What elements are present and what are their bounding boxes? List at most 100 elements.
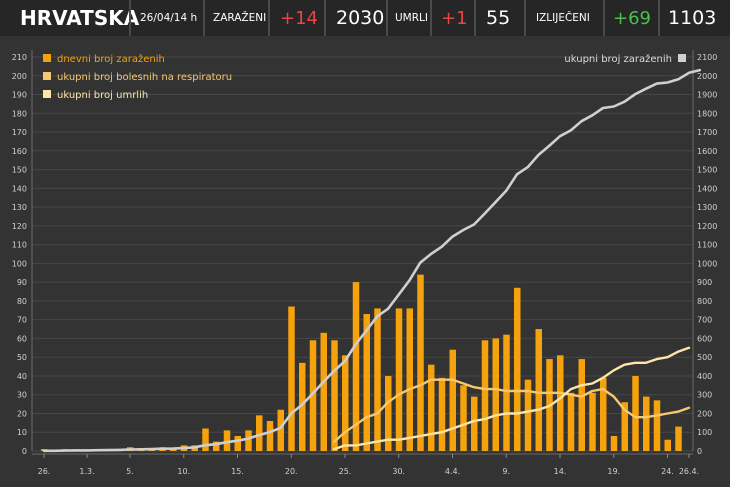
legend-respirator: ukupni broj bolesnih na respiratoru [57,72,232,83]
daily-case-bar [299,362,306,451]
daily-case-bar [277,409,284,451]
x-tick-label: 25. [339,467,352,476]
left-tick-label: 150 [12,166,27,175]
x-tick-label: 26.4. [679,467,699,476]
daily-case-bar [610,435,618,451]
legend-daily-cases: dnevni broj zaraženih [57,53,165,65]
x-tick-label: 9. [502,467,510,476]
left-tick-label: 160 [12,147,27,156]
left-tick-label: 70 [17,316,27,325]
legend-cumulative: ukupni broj zaraženih [564,53,672,65]
daily-case-bar [503,334,510,451]
deaths-total: 55 [486,7,511,29]
daily-case-bar [471,396,478,451]
left-tick-label: 30 [17,391,27,400]
right-tick-label: 800 [697,297,712,306]
daily-case-bar [256,415,263,451]
x-tick-label: 1.3. [79,467,94,476]
header-divider [524,0,526,36]
right-tick-label: 100 [697,428,712,437]
daily-case-bar [621,402,628,451]
daily-case-bar [266,420,274,451]
left-tick-label: 130 [12,203,27,212]
daily-case-bar [643,396,650,451]
confirmed-total: 2030 [336,7,385,29]
left-tick-label: 60 [17,334,27,343]
daily-case-bar [664,439,671,451]
header-divider [129,0,131,36]
daily-case-bar [395,308,403,451]
left-tick-label: 180 [12,109,27,118]
daily-case-bar [653,400,661,451]
right-tick-label: 0 [697,447,702,456]
legend-deaths: ukupni broj umrlih [57,90,148,101]
legend-swatch-respirator [43,72,51,80]
right-tick-label: 1900 [697,91,717,100]
stats-header: HRVATSKA 26/04/14 h ZARAŽENI +14 2030 UM… [0,0,730,36]
right-tick-label: 500 [697,353,712,362]
legend-swatch-cumulative [678,54,686,62]
chart-lines [42,68,702,453]
recovered-delta: +69 [613,7,651,29]
left-tick-label: 190 [12,91,27,100]
right-tick-label: 2000 [697,72,717,81]
daily-case-bar [309,340,317,451]
left-tick-label: 210 [12,53,27,62]
x-tick-label: 10. [177,467,190,476]
right-tick-label: 1800 [697,109,717,118]
x-tick-label: 24. [661,467,674,476]
daily-case-bar [417,274,424,451]
chart-axes: 0 0 10 100 20 200 30 300 40 400 50 500 60 600 70 700 80 8… [12,50,717,476]
confirmed-delta: +14 [280,7,318,29]
epidemic-chart: 0 0 10 100 20 200 30 300 40 400 50 500 60 600 70 700 80 8… [12,50,717,476]
right-tick-label: 700 [697,316,712,325]
x-tick-label: 26. [38,467,51,476]
confirmed-label: ZARAŽENI [213,12,267,24]
x-tick-label: 5. [126,467,134,476]
header-divider [203,0,205,36]
x-tick-label: 15. [231,467,244,476]
daily-case-bar [524,379,532,451]
legend-swatch-deaths [43,90,51,98]
left-tick-label: 80 [17,297,27,306]
daily-case-bar [342,355,349,451]
deaths-line [333,346,691,451]
header-divider [430,0,432,36]
chart-grid [32,56,693,452]
daily-case-bar [675,426,682,451]
left-tick-label: 50 [17,353,27,362]
right-tick-label: 1200 [697,222,717,231]
daily-case-bar [514,287,521,451]
daily-case-bar [352,282,360,451]
respirator-line [333,378,691,443]
daily-case-bar [202,428,209,451]
report-date: 26/04/14 h [140,12,198,24]
left-tick-label: 120 [12,222,27,231]
left-tick-label: 110 [12,241,27,250]
legend-swatch-daily [43,54,51,62]
left-tick-label: 140 [12,184,27,193]
daily-case-bar [578,359,585,451]
right-tick-label: 1100 [697,241,717,250]
left-tick-label: 20 [17,409,27,418]
recovered-label: IZLIJEČENI [536,12,590,24]
cumulative-cases-line [42,68,702,453]
right-tick-label: 200 [697,409,712,418]
right-tick-label: 400 [697,372,712,381]
deaths-delta: +1 [441,7,468,29]
daily-case-bar [535,329,542,451]
country-title: HRVATSKA [20,6,140,30]
right-tick-label: 1500 [697,166,717,175]
daily-case-bar [320,332,327,451]
left-tick-label: 10 [17,428,27,437]
daily-case-bar [385,375,392,451]
left-tick-label: 100 [12,259,27,268]
right-tick-label: 1300 [697,203,717,212]
x-tick-label: 30. [392,467,405,476]
daily-case-bar [213,441,220,451]
left-tick-label: 170 [12,128,27,137]
left-tick-label: 40 [17,372,27,381]
daily-case-bar [374,308,381,451]
header-divider [268,0,270,36]
right-tick-label: 300 [697,391,712,400]
